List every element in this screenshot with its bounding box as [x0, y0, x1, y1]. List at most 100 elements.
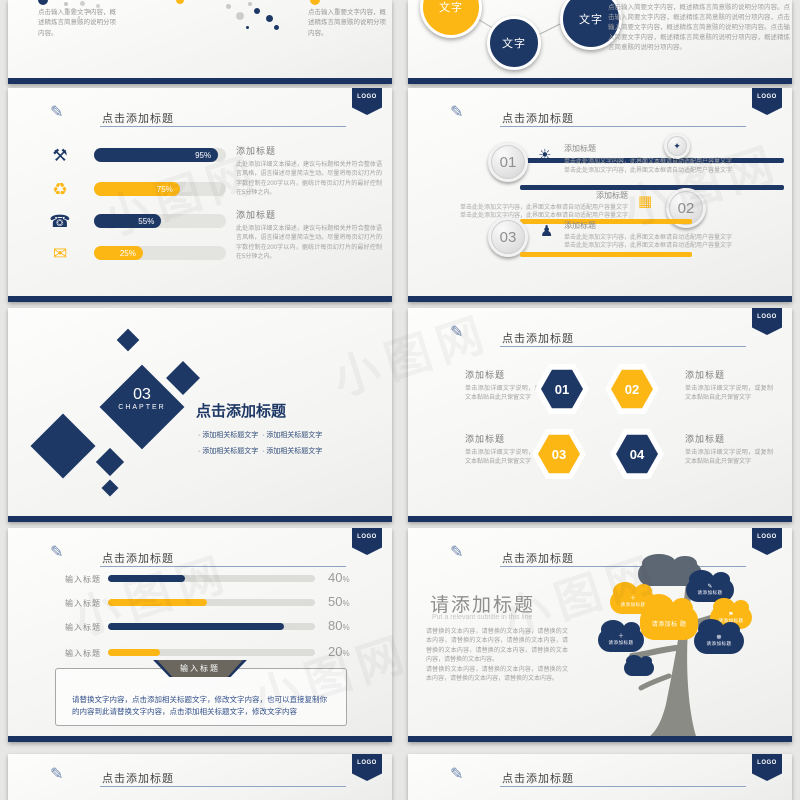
block-body: 单击添加详细文字说明，或复制文本黏贴自此只保留文字: [685, 450, 773, 466]
plus-icon: ＋: [617, 634, 624, 640]
header-divider: [500, 786, 746, 787]
slider-label: 输入标题: [65, 575, 101, 584]
pencil-icon: ✎: [450, 104, 464, 121]
slide-thumbnail-bottom-right[interactable]: ✎ 点击添加标题 LOGO: [408, 754, 792, 800]
slider-label: 输入标题: [65, 649, 101, 658]
header-divider: [100, 566, 346, 567]
slide-footer-bar: [8, 296, 392, 302]
slide-thumbnail-tree[interactable]: ✎ 点击添加标题 LOGO 请添加标题 Put a relevant subti…: [408, 528, 792, 742]
slide-header-title: 点击添加标题: [102, 773, 174, 785]
divider-bar: [520, 158, 784, 163]
slide-footer-bar: [408, 296, 792, 302]
slide-header-title: 点击添加标题: [102, 113, 174, 125]
tree-cloud: ☸ 请添加标题: [694, 619, 744, 654]
slide-thumbnail-top-left[interactable]: 点击输入重要文字内容，概述精炼言简意赅的说明分项内容。 点击输入重要文字内容，概…: [8, 0, 392, 84]
note-banner: 输入标题: [157, 660, 243, 677]
item-text: 单击此处添加文字内容，此界面文本框请自动适配用户容量文字: [459, 213, 628, 219]
slide-footer-bar: [408, 516, 792, 522]
caption-text: 点击输入重要文字内容，概述精炼言简意赅的说明分项内容。: [308, 9, 386, 37]
section-title: 请添加标题: [430, 595, 536, 616]
logo-badge: LOGO: [352, 754, 382, 781]
progress-fill: 25%: [94, 246, 143, 260]
chapter-number: 03: [133, 386, 151, 403]
globe-icon: ☸: [716, 635, 722, 641]
hexagon-badge: 04: [610, 429, 664, 479]
text-block: 添加标题 此处添加详细文本描述，建议与标题相关并符合整体语言风格，语言描述尽量简…: [236, 144, 382, 198]
block-title: 添加标题: [465, 370, 506, 380]
item-text: 单击此处添加文字内容，此界面文本框请自动适配用户容量文字: [564, 168, 733, 174]
bullet-dot-icon: [38, 0, 48, 5]
flag-icon: ⚑: [728, 611, 734, 618]
progress-track: 55%: [94, 214, 226, 228]
pencil-icon: ✎: [50, 766, 64, 783]
slide-header-title: 点击添加标题: [502, 113, 574, 125]
logo-badge: LOGO: [752, 308, 782, 335]
item-title: 添加标题: [564, 144, 596, 153]
slide-thumbnail-sliders[interactable]: ✎ 点击添加标题 LOGO 输入标题 40% 输入标题 50% 输入标题 80%…: [8, 528, 392, 742]
recycle-icon: ♻: [52, 180, 68, 199]
presentation-icon: ▦: [638, 193, 653, 210]
logo-badge: LOGO: [752, 88, 782, 115]
progress-track: 95%: [94, 148, 226, 162]
slider-track[interactable]: [108, 649, 315, 656]
item-title: 添加标题: [596, 191, 628, 200]
chapter-label: CHAPTER: [118, 404, 166, 411]
body-paragraph: 点击输入简要文字内容，概述精炼言简意赅的说明分项内容。点击输入简要文字内容，概述…: [608, 4, 790, 52]
map-dot-icon: [176, 0, 184, 4]
header-divider: [100, 126, 346, 127]
tree-small-cloud: [624, 654, 654, 676]
diamond-decoration: [116, 328, 140, 352]
block-title: 添加标题: [236, 210, 277, 220]
idea-icon: ☀: [538, 147, 552, 164]
pencil-icon: ✎: [450, 324, 464, 341]
slide-thumbnail-bars[interactable]: ✎ 点击添加标题 LOGO ⚒ 95% ♻ 75% ☎ 55% ✉ 25% 添加…: [8, 88, 392, 302]
slide-thumbnail-chapter[interactable]: 03 CHAPTER 点击添加标题 · 添加相关标题文字 · 添加相关标题文字 …: [8, 308, 392, 522]
item-text: 单击此处添加文字内容，此界面文本框请自动适配用户容量文字: [564, 235, 733, 241]
number-circle: 01: [488, 142, 528, 182]
runner-icon: ✦: [664, 133, 690, 159]
slide-header-title: 点击添加标题: [502, 773, 574, 785]
diamond-decoration: [95, 447, 125, 477]
bullet-dot-icon: [310, 0, 320, 5]
progress-track: 25%: [94, 246, 226, 260]
slide-thumbnail-top-right[interactable]: 文字 文字 文字 点击输入简要文字内容，概述精炼言简意赅的说明分项内容。点击输入…: [408, 0, 792, 84]
tree-cloud: ＋ 请添加标题: [598, 619, 644, 652]
logo-badge: LOGO: [752, 754, 782, 781]
number-circle: 03: [488, 217, 528, 257]
slide-header-title: 点击添加标题: [102, 553, 174, 565]
block-body: 此处添加详细文本描述，建议与标题相关并符合整体语言风格，语言描述尽量简洁生动。尽…: [236, 226, 382, 260]
slide-thumbnail-numbered[interactable]: ✎ 点击添加标题 LOGO ✦ 01 ☀ 添加标题 单击此处添加文字内容，此界面…: [408, 88, 792, 302]
block-body: 单击添加详细文字说明，或复制文本黏贴自此只保留文字: [465, 386, 553, 402]
slider-label: 输入标题: [65, 623, 101, 632]
bullet-item: · 添加相关标题文字: [262, 448, 323, 455]
pencil-icon: ✎: [50, 544, 64, 561]
progress-fill: 55%: [94, 214, 162, 228]
tools-icon: ⚒: [52, 146, 68, 165]
slide-footer-bar: [8, 516, 392, 522]
header-divider: [500, 566, 746, 567]
slide-header-title: 点击添加标题: [502, 333, 574, 345]
header-divider: [500, 126, 746, 127]
slide-footer-bar: [8, 736, 392, 742]
text-block: 添加标题 单击添加详细文字说明，或复制文本黏贴自此只保留文字: [465, 368, 553, 404]
chapter-title: 点击添加标题: [196, 403, 287, 420]
body-paragraph: 请替换的文本内容，请替换的文本内容，请替换的文本内容，请替换的文本内容，请替换的…: [426, 629, 568, 663]
hexagon-badge: 02: [605, 364, 659, 414]
logo-badge: LOGO: [352, 528, 382, 555]
slider-track[interactable]: [108, 623, 315, 630]
pencil-icon: ✎: [450, 544, 464, 561]
slide-thumbnail-hexagons[interactable]: ✎ 点击添加标题 LOGO 添加标题 单击添加详细文字说明，或复制文本黏贴自此只…: [408, 308, 792, 522]
slide-thumbnail-bottom-left[interactable]: ✎ 点击添加标题 LOGO: [8, 754, 392, 800]
divider-bar: [520, 252, 692, 257]
text-circle: 文字: [487, 16, 541, 70]
divider-bar: [520, 219, 692, 224]
block-body: 单击添加详细文字说明，或复制文本黏贴自此只保留文字: [685, 386, 773, 402]
slider-value: 50%: [328, 594, 350, 609]
slider-track[interactable]: [108, 599, 315, 606]
note-text: 请替换文字内容，点击添加相关标题文字，修改文字内容，也可以直接复制你的内容到此请…: [72, 695, 327, 716]
tree-graphic: ✎ 请添加标题 ＋ 请添加标题 ⚑ 请添加标题 请添加标 题 ＋ 请添加标题 ☸…: [586, 553, 791, 738]
slider-fill: [108, 623, 284, 630]
progress-fill: 75%: [94, 182, 180, 196]
slider-track[interactable]: [108, 575, 315, 582]
